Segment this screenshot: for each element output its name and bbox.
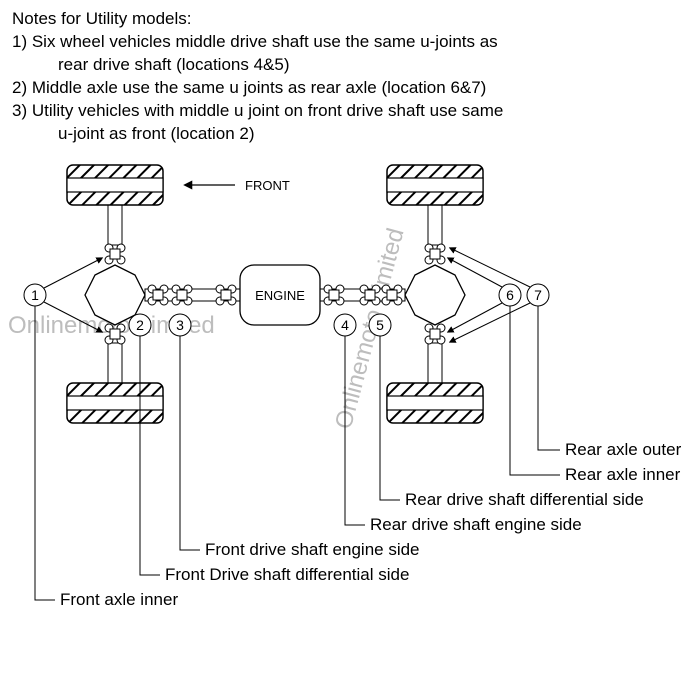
drivetrain-diagram: ENGINE FRONT 1 2 3 4 5 6 7 [0,150,700,700]
label-front-shaft-engine: Front drive shaft engine side [205,540,420,559]
label-rear-shaft-diff: Rear drive shaft differential side [405,490,644,509]
front-left-tire [67,165,163,205]
notes-line1: 1) Six wheel vehicles middle drive shaft… [12,31,688,54]
rear-right-tire [387,383,483,423]
circle-7: 7 [534,287,542,303]
circle-1: 1 [31,287,39,303]
notes-line3: 3) Utility vehicles with middle u joint … [12,100,688,123]
label-rear-axle-outer: Rear axle outer [565,440,682,459]
rear-differential [405,265,465,325]
label-rear-axle-inner: Rear axle inner [565,465,681,484]
circle-4: 4 [341,317,349,333]
label-rear-shaft-engine: Rear drive shaft engine side [370,515,582,534]
engine-label: ENGINE [255,288,305,303]
notes-line1b: rear drive shaft (locations 4&5) [12,54,688,77]
rear-left-tire [387,165,483,205]
ujoint-rear-axle-bottom [425,324,445,344]
label-front-axle-inner: Front axle inner [60,590,178,609]
label-front-shaft-diff: Front Drive shaft differential side [165,565,409,584]
circle-6: 6 [506,287,514,303]
front-right-tire [67,383,163,423]
notes-line2: 2) Middle axle use the same u joints as … [12,77,688,100]
circle-5: 5 [376,317,384,333]
notes-line3b: u-joint as front (location 2) [12,123,688,146]
ujoint-rear-axle-top [425,244,445,264]
ujoint-front-axle-bottom [105,324,125,344]
circle-3: 3 [176,317,184,333]
circle-2: 2 [136,317,144,333]
notes-block: Notes for Utility models: 1) Six wheel v… [0,0,700,150]
notes-title: Notes for Utility models: [12,8,688,31]
front-label: FRONT [245,178,290,193]
ujoint-front-axle-top [105,244,125,264]
